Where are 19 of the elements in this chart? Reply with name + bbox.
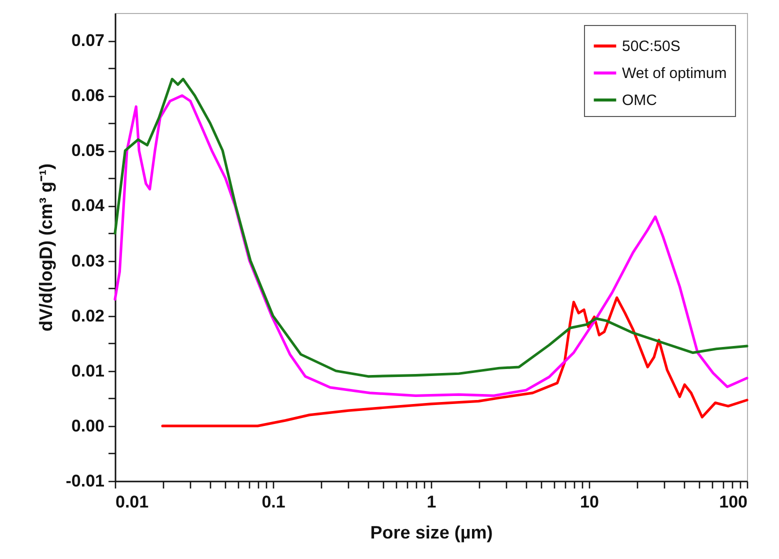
y-tick-label: 0.00 (71, 416, 104, 436)
y-tick-label: 0.05 (71, 141, 104, 160)
y-tick-label: 0.07 (71, 31, 104, 50)
y-tick-label: 0.03 (71, 251, 104, 270)
legend-label: 50C:50S (622, 38, 680, 55)
x-tick-label: 1 (426, 492, 436, 512)
y-tick-label: 0.06 (71, 86, 104, 106)
legend-label: Wet of optimum (622, 65, 727, 82)
y-tick-label: 0.02 (71, 306, 104, 326)
y-tick-label: -0.01 (66, 472, 104, 490)
x-tick-label: 100 (719, 492, 748, 512)
x-tick-label: 0.01 (116, 492, 149, 512)
x-axis-title: Pore size (µm) (370, 522, 493, 542)
y-tick-label: 0.01 (71, 361, 104, 380)
y-tick-label: 0.04 (71, 196, 106, 216)
x-tick-label: 10 (580, 492, 599, 512)
legend-label: OMC (622, 92, 658, 109)
y-axis-title: dV/d(logD) (cm³ g⁻¹) (36, 164, 56, 332)
x-tick-label: 0.1 (262, 492, 286, 512)
